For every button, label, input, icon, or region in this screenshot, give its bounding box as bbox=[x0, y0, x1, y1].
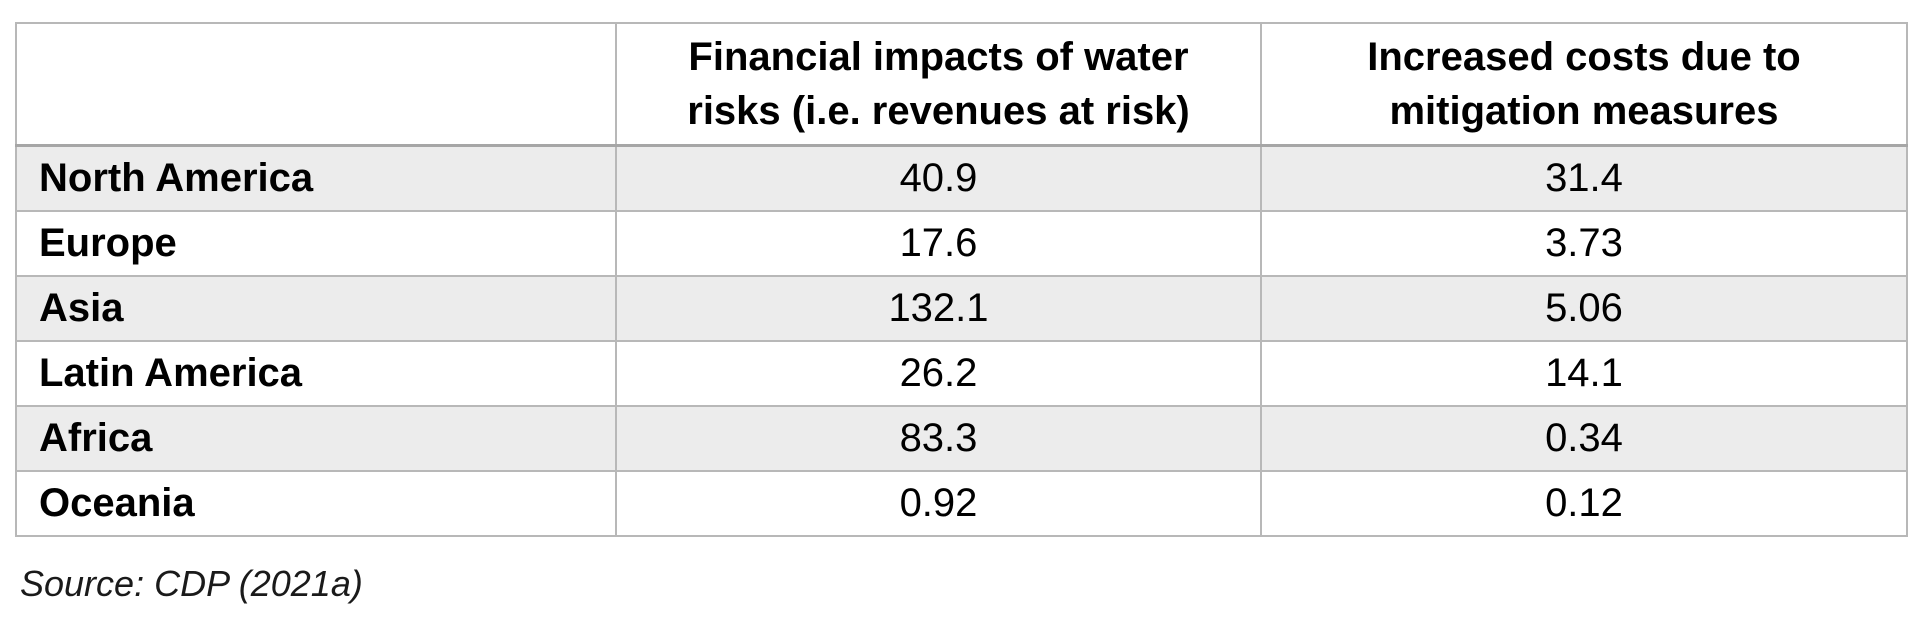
mitigation-costs-cell: 0.34 bbox=[1260, 405, 1908, 472]
header-label-financial-impact: Financial impacts of water risks (i.e. r… bbox=[687, 35, 1190, 133]
mitigation-costs-cell: 0.12 bbox=[1260, 470, 1908, 537]
region-cell: Africa bbox=[15, 405, 617, 472]
header-cell-mitigation-costs: Increased costs due to mitigation measur… bbox=[1260, 22, 1908, 147]
region-cell: Asia bbox=[15, 275, 617, 342]
table-row: Asia 132.1 5.06 bbox=[15, 275, 1908, 342]
table-row: Africa 83.3 0.34 bbox=[15, 405, 1908, 472]
region-cell: Europe bbox=[15, 210, 617, 277]
financial-impact-cell: 17.6 bbox=[615, 210, 1262, 277]
table-row: North America 40.9 31.4 bbox=[15, 144, 1908, 212]
table-body: North America 40.9 31.4 Europe 17.6 3.73… bbox=[15, 144, 1908, 537]
header-cell-financial-impact: Financial impacts of water risks (i.e. r… bbox=[615, 22, 1262, 147]
header-label-mitigation-costs: Increased costs due to mitigation measur… bbox=[1367, 35, 1801, 133]
table-row: Latin America 26.2 14.1 bbox=[15, 340, 1908, 407]
financial-impact-cell: 0.92 bbox=[615, 470, 1262, 537]
financial-impact-cell: 40.9 bbox=[615, 144, 1262, 212]
table-header: Financial impacts of water risks (i.e. r… bbox=[15, 22, 1908, 147]
table-row: Europe 17.6 3.73 bbox=[15, 210, 1908, 277]
mitigation-costs-cell: 3.73 bbox=[1260, 210, 1908, 277]
data-table-container: Financial impacts of water risks (i.e. r… bbox=[15, 22, 1908, 537]
mitigation-costs-cell: 14.1 bbox=[1260, 340, 1908, 407]
mitigation-costs-cell: 5.06 bbox=[1260, 275, 1908, 342]
header-cell-region bbox=[15, 22, 617, 147]
financial-impact-cell: 83.3 bbox=[615, 405, 1262, 472]
region-cell: Oceania bbox=[15, 470, 617, 537]
financial-impact-cell: 26.2 bbox=[615, 340, 1262, 407]
water-risk-table: Financial impacts of water risks (i.e. r… bbox=[15, 22, 1908, 537]
source-caption: Source: CDP (2021a) bbox=[20, 563, 363, 604]
region-cell: North America bbox=[15, 144, 617, 212]
financial-impact-cell: 132.1 bbox=[615, 275, 1262, 342]
mitigation-costs-cell: 31.4 bbox=[1260, 144, 1908, 212]
table-row: Oceania 0.92 0.12 bbox=[15, 470, 1908, 537]
region-cell: Latin America bbox=[15, 340, 617, 407]
header-row: Financial impacts of water risks (i.e. r… bbox=[15, 22, 1908, 147]
